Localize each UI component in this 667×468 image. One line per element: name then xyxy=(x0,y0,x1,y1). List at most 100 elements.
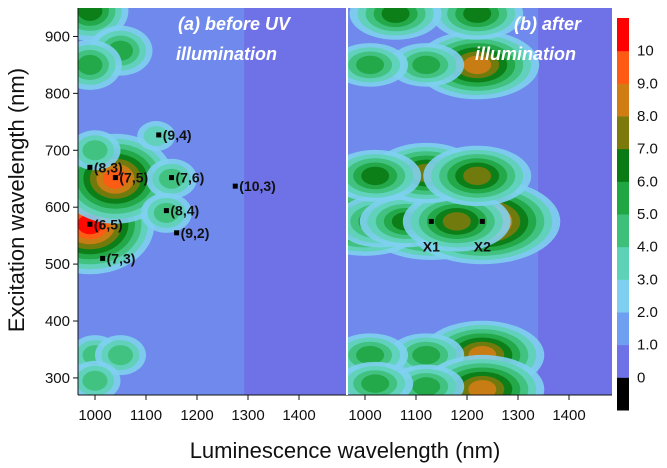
annotation-label: (7,3) xyxy=(107,250,136,266)
intensity-contour xyxy=(356,345,385,365)
panel-a: (8,3)(7,5) (7,6) (9,4) (10,3) (8,4) (9,2) (6,5… xyxy=(78,8,346,395)
annotation-marker xyxy=(428,218,434,224)
intensity-spot xyxy=(388,43,465,87)
colorbar-swatch xyxy=(617,377,629,411)
intensity-spot xyxy=(78,130,121,171)
colorbar-tick-label: 0 xyxy=(637,369,645,386)
annotation-label: (6,5) xyxy=(94,216,123,232)
colorbar-tick-label: 5.0 xyxy=(637,206,658,223)
intensity-contour xyxy=(78,54,103,75)
panel-a-intensity-map xyxy=(78,8,245,395)
annotation-marker xyxy=(87,164,93,170)
intensity-contour xyxy=(78,8,103,21)
annotation-marker xyxy=(479,218,485,224)
colorbar-tick-label: 8.0 xyxy=(637,108,658,125)
axes: 1000 1100 1200 1300 1400 1000 1100 1200 1300 1400… xyxy=(45,8,612,424)
panel-b-title-line1: (b) after xyxy=(514,14,582,34)
intensity-contour xyxy=(468,380,497,395)
y-tick-label: 900 xyxy=(45,28,70,45)
annotation-marker xyxy=(156,132,162,138)
intensity-spot xyxy=(348,361,414,395)
annotation-label: (8,3) xyxy=(94,159,123,175)
intensity-spot xyxy=(431,8,524,40)
annotation-marker xyxy=(232,183,238,189)
colorbar: 0 1.0 2.0 3.0 4.0 5.0 6.0 7.0 8.0 9.0 10 xyxy=(617,18,658,411)
panel-a-title-line2: illumination xyxy=(176,44,277,64)
x-axis-label: Luminescence wavelength (nm) xyxy=(190,438,501,463)
annotation-marker xyxy=(163,208,169,214)
x-tick-label: 1000 xyxy=(78,407,111,424)
colorbar-tick-label: 10 xyxy=(637,43,654,60)
annotation-label: (10,3) xyxy=(239,178,276,194)
colorbar-swatch xyxy=(617,246,629,280)
panel-b-title-line2: illumination xyxy=(475,44,576,64)
colorbar-swatch xyxy=(617,181,629,215)
intensity-contour xyxy=(82,140,108,161)
intensity-spot xyxy=(348,43,409,87)
colorbar-tick-label: 4.0 xyxy=(637,239,658,256)
annotation-marker xyxy=(112,175,118,181)
colorbar-swatch xyxy=(617,148,629,182)
colorbar-tick-label: 6.0 xyxy=(637,173,658,190)
intensity-contour xyxy=(412,55,441,75)
x-tick-label: 1200 xyxy=(180,407,213,424)
panel-a-annotations: (8,3)(7,5) (7,6) (9,4) (10,3) (8,4) (9,2) (6,5… xyxy=(87,127,276,266)
annotation-label: X2 xyxy=(474,238,491,254)
x-tick-label: 1000 xyxy=(348,407,381,424)
y-tick-label: 300 xyxy=(45,370,70,387)
intensity-contour xyxy=(412,377,441,395)
annotation-label: X1 xyxy=(423,238,440,254)
intensity-contour xyxy=(108,345,133,366)
y-axis-label: Excitation wavelength (nm) xyxy=(4,68,29,332)
colorbar-swatch xyxy=(617,214,629,248)
y-tick-label: 600 xyxy=(45,199,70,216)
intensity-spot xyxy=(78,39,122,90)
intensity-contour xyxy=(412,345,441,365)
x-tick-label: 1100 xyxy=(400,407,432,424)
annotation-label: (9,2) xyxy=(181,225,210,241)
intensity-contour xyxy=(361,166,390,186)
intensity-spot xyxy=(78,360,121,395)
intensity-contour xyxy=(463,166,492,186)
intensity-spot xyxy=(348,149,422,202)
intensity-spot xyxy=(88,25,153,76)
x-tick-label: 1100 xyxy=(130,407,162,424)
colorbar-swatch xyxy=(617,50,629,84)
intensity-contour xyxy=(356,55,385,75)
colorbar-tick-label: 3.0 xyxy=(637,271,658,288)
colorbar-swatch xyxy=(617,18,629,52)
annotation-marker xyxy=(169,175,174,181)
intensity-contour xyxy=(381,8,410,23)
x-tick-label: 1400 xyxy=(552,407,585,424)
annotation-label: (7,5) xyxy=(119,170,148,186)
colorbar-swatch xyxy=(617,279,629,313)
y-tick-label: 400 xyxy=(45,313,70,330)
colorbar-swatch xyxy=(617,344,629,378)
panel-b-annotations: X1 X2 xyxy=(423,218,491,254)
intensity-spot xyxy=(349,8,442,40)
colorbar-swatch xyxy=(617,312,629,346)
intensity-spot xyxy=(402,191,511,252)
intensity-spot xyxy=(423,145,532,207)
colorbar-swatch xyxy=(617,116,629,150)
intensity-contour xyxy=(143,126,169,147)
annotation-marker xyxy=(87,221,93,227)
intensity-contour xyxy=(463,8,492,23)
annotation-marker xyxy=(100,255,106,261)
panel-b: X1 X2 (b) after illumination xyxy=(348,8,612,395)
annotation-label: (9,4) xyxy=(163,127,192,143)
colorbar-tick-label: 1.0 xyxy=(637,337,658,354)
y-tick-label: 800 xyxy=(45,85,70,102)
x-tick-label: 1300 xyxy=(231,407,264,424)
x-tick-label: 1200 xyxy=(450,407,483,424)
intensity-contour xyxy=(463,55,492,75)
y-tick-label: 500 xyxy=(45,256,70,273)
intensity-spot xyxy=(137,121,176,152)
x-tick-label: 1300 xyxy=(501,407,534,424)
intensity-contour xyxy=(82,370,108,391)
intensity-contour xyxy=(442,212,471,231)
colorbar-tick-label: 2.0 xyxy=(637,304,658,321)
annotation-label: (8,4) xyxy=(170,203,199,219)
colorbar-tick-label: 9.0 xyxy=(637,75,658,92)
